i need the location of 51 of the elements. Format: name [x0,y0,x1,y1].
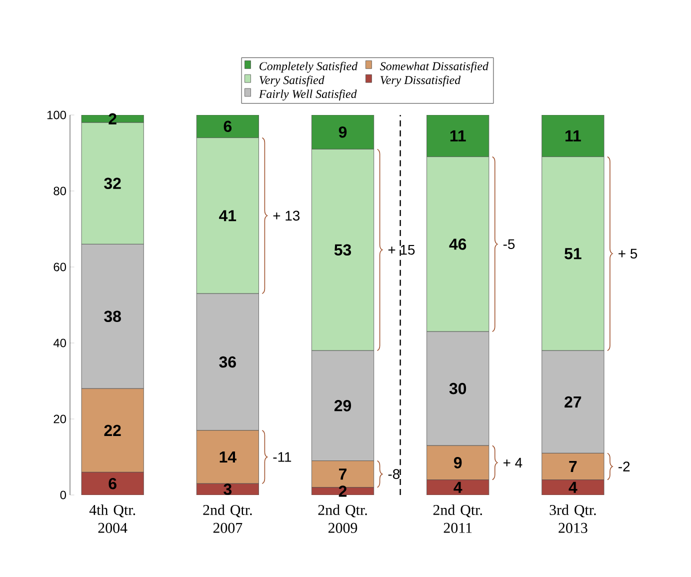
data-label: 7 [339,468,346,480]
data-label: 7 [569,461,577,472]
data-label: 2 [108,113,116,124]
data-label: 36 [219,356,236,368]
data-label: 4 [568,482,578,493]
data-label: 11 [450,130,466,142]
y-tick-label: 80 [54,186,66,196]
legend-label: Fairly Well Satisfied [258,89,357,100]
data-label: 4 [454,482,462,493]
annotation: -2 [618,462,630,472]
data-label: 6 [224,120,232,132]
data-label: 9 [454,457,462,468]
legend-label: Somewhat Dissatisfied [380,62,488,73]
x-tick-label: 4th Qtr. 2004 [89,504,136,533]
data-label: 22 [104,424,121,436]
data-label: 11 [566,130,581,142]
data-label: 3 [224,484,232,495]
data-label: 51 [564,248,582,260]
annotation: -5 [503,239,515,250]
x-tick-label: 3rd Qtr. 2013 [550,504,596,533]
data-label: 41 [219,210,236,222]
annotation: + 4 [503,458,522,468]
y-tick-label: 20 [54,414,66,424]
legend-label: Very Satisfied [260,76,324,87]
legend-label: Very Dissatisfied [380,76,461,87]
annotation: + 15 [388,245,415,255]
y-tick-label: 100 [47,110,66,120]
x-tick-label: 2nd Qtr. 2011 [433,504,482,533]
legend-label: Completely Satisfied [260,62,358,73]
data-label: 14 [220,452,236,462]
data-label: 38 [104,310,121,322]
data-label: 53 [334,244,352,256]
data-label: 9 [338,126,347,138]
data-label: 46 [449,238,466,250]
annotation: -8 [388,469,400,480]
x-tick-label: 2nd Qtr. 2009 [318,504,367,533]
annotation: + 13 [273,210,300,221]
y-tick-label: 60 [54,262,66,272]
bar [81,472,144,495]
annotation: -11 [273,452,292,462]
y-tick-label: 40 [53,338,66,348]
x-tick-label: 2nd Qtr. 2007 [203,504,252,533]
data-label: 32 [104,178,121,190]
annotation: + 5 [618,248,638,259]
data-label: 30 [449,382,466,394]
bar [426,480,490,495]
data-label: 29 [334,400,352,412]
data-label: 6 [108,478,116,490]
y-tick-label: 0 [60,490,66,500]
data-label: 2 [338,486,347,497]
data-label: 27 [564,396,582,408]
